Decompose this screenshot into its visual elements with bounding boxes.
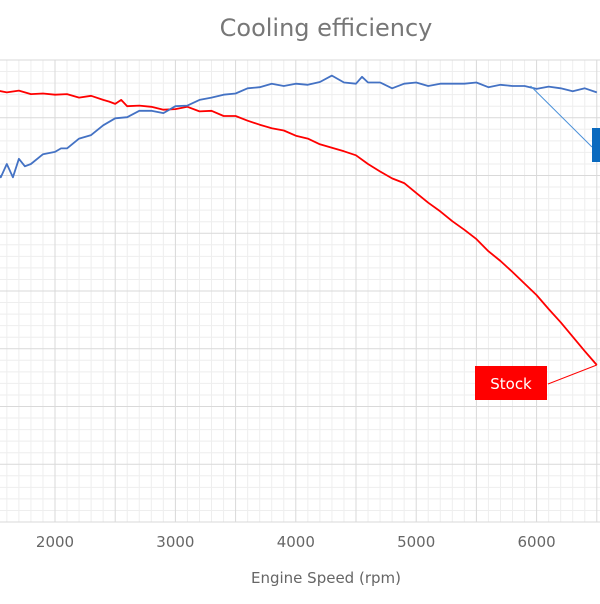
x-axis-tick-labels: 2000 3000 4000 5000 6000 (36, 533, 556, 551)
blue-callout-leader (530, 85, 593, 148)
blue-callout-box (592, 128, 600, 162)
stock-callout-box (475, 366, 547, 400)
x-axis-title: Engine Speed (rpm) (251, 569, 401, 587)
x-tick-label: 3000 (156, 533, 194, 551)
x-tick-label: 2000 (36, 533, 74, 551)
stock-callout-leader (547, 364, 597, 385)
chart-title: Cooling efficiency (220, 14, 433, 42)
stock-callout-label: Stock (490, 375, 532, 393)
series-line-blue (0, 74, 598, 179)
series-line-stock (0, 89, 598, 366)
series-callouts: Stock (475, 85, 600, 400)
x-tick-label: 6000 (518, 533, 556, 551)
x-tick-label: 5000 (397, 533, 435, 551)
x-tick-label: 4000 (277, 533, 315, 551)
series-layer (0, 74, 598, 366)
